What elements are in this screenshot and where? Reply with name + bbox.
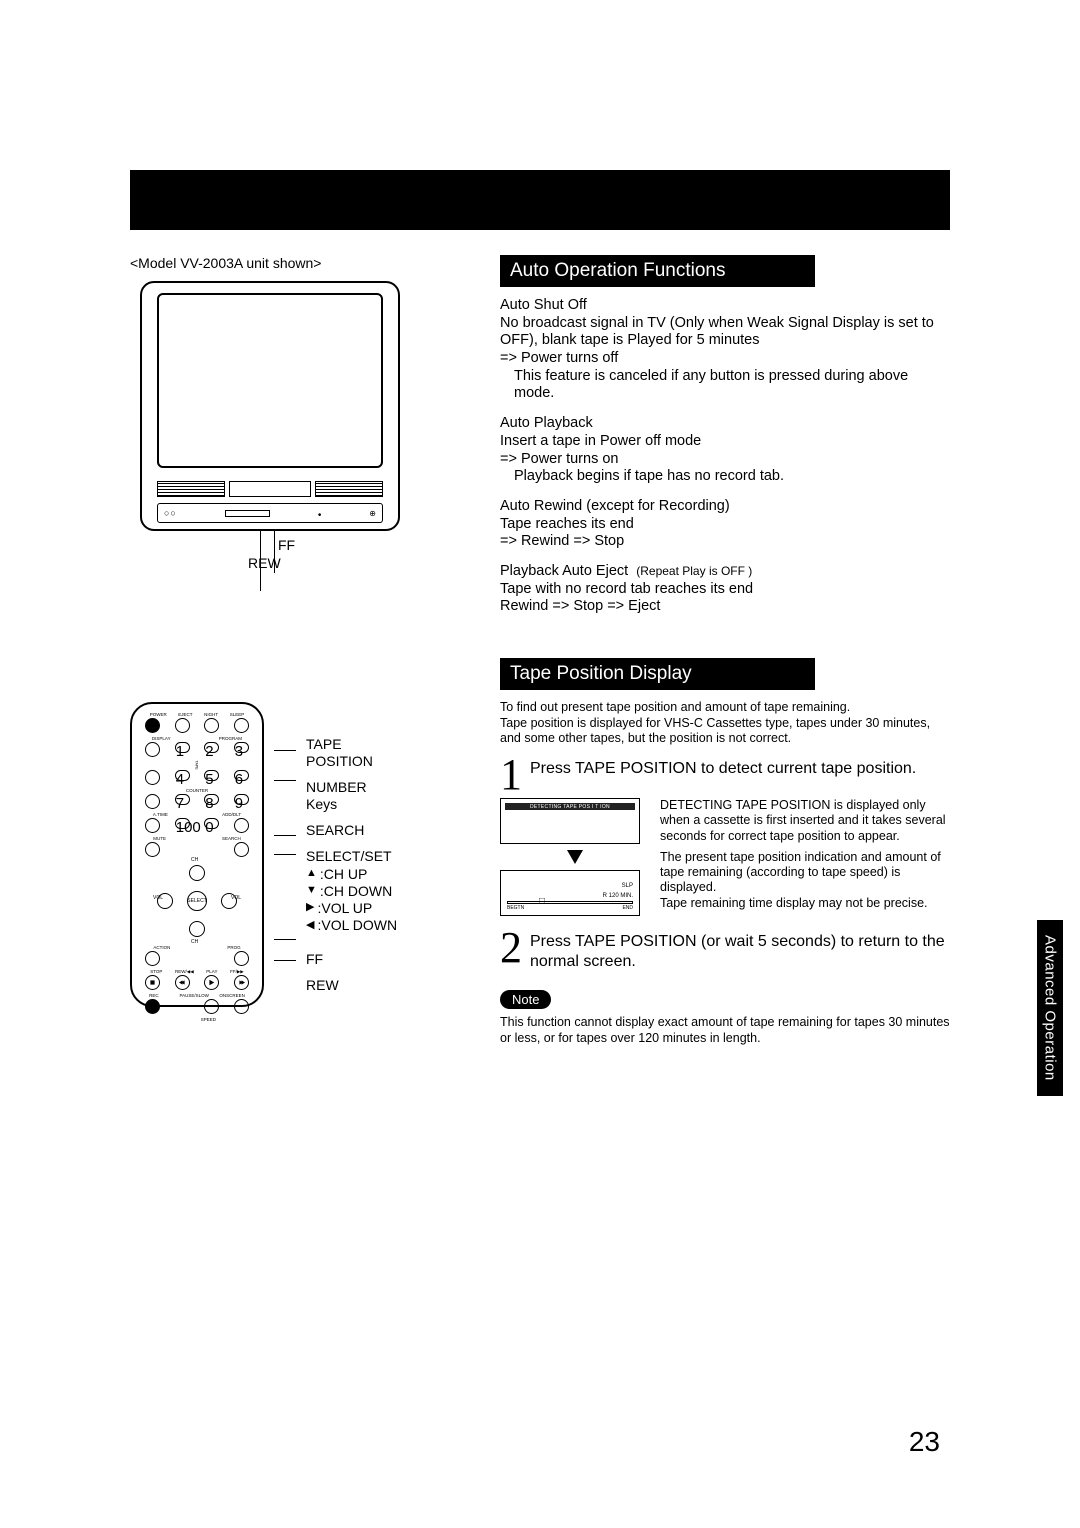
auto-shut-off: Auto Shut Off No broadcast signal in TV … — [500, 297, 950, 403]
callout-ff: FF — [278, 537, 475, 553]
step-2-number: 2 — [500, 930, 522, 972]
label-vol-down: ◀:VOL DOWN — [306, 917, 397, 933]
auto-rewind: Auto Rewind (except for Recording) Tape … — [500, 498, 950, 551]
label-rew: REW — [306, 977, 397, 993]
remote-labels: TAPE POSITION NUMBER Keys SEARCH SELECT/… — [306, 702, 397, 1007]
section-header-auto-operation: Auto Operation Functions — [500, 255, 815, 287]
label-ch-down: ▼:CH DOWN — [306, 883, 397, 899]
page-content: <Model VV-2003A unit shown> ○○ ⊕ FF REW … — [130, 255, 950, 1046]
section-header-tape-position: Tape Position Display — [500, 658, 815, 690]
label-ch-up: ▲:CH UP — [306, 866, 397, 882]
callout-rew: REW — [248, 555, 475, 571]
note-body: This function cannot display exact amoun… — [500, 1015, 950, 1046]
auto-eject: Playback Auto Eject (Repeat Play is OFF … — [500, 563, 950, 616]
page-number: 23 — [909, 1426, 940, 1458]
label-tape-position: TAPE — [306, 736, 397, 752]
tv-unit-illustration: ○○ ⊕ — [140, 281, 400, 531]
remote-illustration: POWEREJECTNIGHTSLEEP DISPLAYPROGRAM 123 … — [130, 702, 264, 1007]
label-number-keys: NUMBER — [306, 779, 397, 795]
step-1: 1 Press TAPE POSITION to detect current … — [500, 757, 950, 792]
model-label: <Model VV-2003A unit shown> — [130, 255, 475, 271]
remote-connector-lines — [274, 702, 296, 1007]
label-search: SEARCH — [306, 822, 397, 838]
tape-position-diag-text: DETECTING TAPE POSITION is displayed onl… — [660, 798, 950, 911]
step-1-number: 1 — [500, 757, 522, 792]
tape-position-diagram: DETECTING TAPE POS I T ION SLP R 120 MIN… — [500, 798, 650, 916]
tape-pos-intro: To find out present tape position and am… — [500, 700, 950, 747]
top-black-band — [130, 170, 950, 230]
auto-playback: Auto Playback Insert a tape in Power off… — [500, 415, 950, 486]
tv-callouts: FF REW — [210, 537, 475, 571]
arrow-down-icon — [567, 850, 583, 864]
step-2: 2 Press TAPE POSITION (or wait 5 seconds… — [500, 930, 950, 972]
label-vol-up: ▶:VOL UP — [306, 900, 397, 916]
label-select-set: SELECT/SET — [306, 848, 397, 864]
note-pill: Note — [500, 990, 551, 1009]
side-tab-advanced-operation: Advanced Operation — [1037, 920, 1063, 1096]
label-ff: FF — [306, 951, 397, 967]
